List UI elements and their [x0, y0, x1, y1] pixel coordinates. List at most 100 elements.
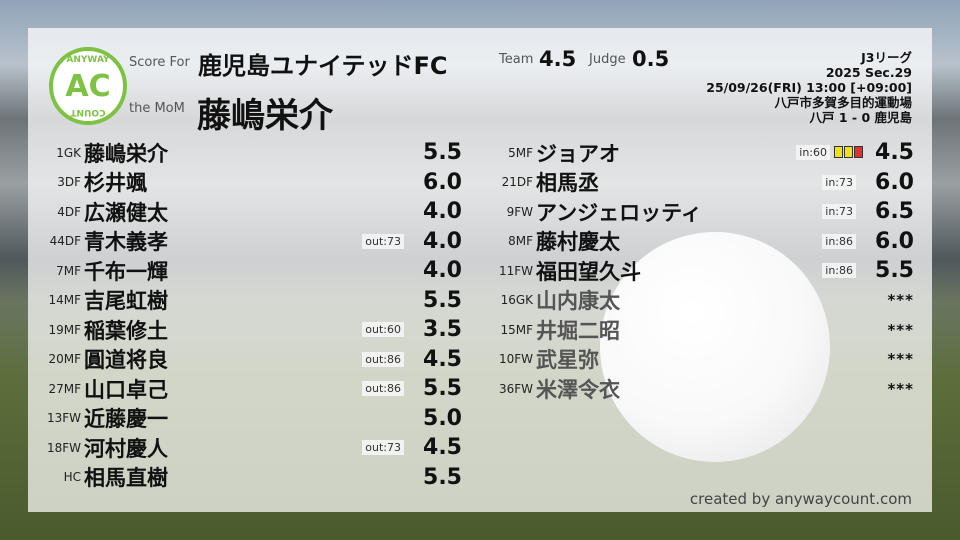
substitution-badge: in:86	[822, 263, 856, 278]
player-score: 6.5	[875, 199, 914, 224]
player-name: 広瀬健太	[84, 200, 168, 225]
player-score: 4.5	[423, 435, 462, 460]
player-number-position: 20MF	[48, 352, 81, 366]
player-score: ***	[887, 350, 914, 368]
player-number-position: 21DF	[501, 175, 533, 189]
player-name: ジョアオ	[536, 141, 620, 166]
player-score: 6.0	[875, 169, 914, 195]
substitution-badge: out:60	[362, 322, 404, 337]
player-number-position: 19MF	[48, 322, 81, 337]
player-score: 5.5	[423, 464, 462, 490]
player-number-position: 9FW	[506, 204, 533, 219]
logo-bottom-text: COUNT	[70, 107, 106, 117]
player-score: 4.0	[423, 228, 462, 254]
league: J3リーグ	[861, 50, 912, 65]
player-score: ***	[887, 379, 914, 398]
player-number-position: 36FW	[498, 381, 533, 396]
player-score: 4.0	[423, 199, 462, 224]
section: 2025 Sec.29	[825, 65, 912, 80]
player-score: ***	[887, 320, 914, 339]
substitution-badge: out:86	[362, 351, 404, 367]
player-score: 5.5	[423, 376, 462, 401]
player-name: 相馬直樹	[84, 466, 168, 490]
player-name: 藤嶋栄介	[84, 141, 168, 166]
player-row: HC 相馬直樹 5.5	[32, 463, 462, 492]
player-row: 21DF 相馬丞 in:73 6.0	[484, 168, 914, 197]
player-number-position: 10FW	[498, 352, 533, 366]
player-score: 4.5	[875, 140, 914, 165]
player-number-position: 11FW	[498, 263, 533, 278]
score-panel	[28, 28, 932, 512]
judge-score: 0.5	[632, 47, 670, 71]
player-number-position: 3DF	[57, 175, 81, 189]
mom-name: 藤嶋栄介	[197, 96, 333, 136]
yellow-card-icon	[844, 146, 853, 158]
player-score: 5.5	[423, 140, 462, 165]
substitution-badge: in:86	[822, 233, 856, 249]
player-name: 福田望久斗	[536, 259, 641, 284]
player-name: アンジェロッティ	[536, 200, 702, 225]
player-number-position: 7MF	[56, 263, 81, 278]
player-number-position: 8MF	[508, 234, 533, 248]
player-row: 5MF ジョアオ in:60 4.5	[484, 138, 914, 167]
player-row: 18FW 河村慶人 out:73 4.5	[32, 433, 462, 462]
player-name: 米澤令衣	[536, 377, 620, 402]
logo-top-text: ANYWAY	[66, 55, 110, 65]
player-score: 6.0	[875, 228, 914, 254]
player-row: 20MF 圓道将良 out:86 4.5	[32, 345, 462, 374]
player-number-position: 27MF	[48, 381, 81, 396]
player-row: 15MF 井堀二昭 ***	[484, 315, 914, 344]
player-name: 圓道将良	[84, 348, 168, 372]
substitution-badge: in:73	[822, 204, 856, 219]
match-result: 八戸 1 - 0 鹿児島	[809, 110, 913, 125]
player-score: 6.0	[423, 169, 462, 195]
player-row: 13FW 近藤慶一 5.0	[32, 404, 462, 433]
yellow-card-icon	[834, 146, 843, 158]
mom-label: the MoM	[129, 101, 185, 116]
red-card-icon	[854, 146, 863, 158]
player-number-position: 1GK	[56, 145, 81, 160]
player-name: 稲葉修土	[84, 318, 168, 343]
substitution-badge: out:86	[362, 381, 404, 396]
match-info: J3リーグ 2025 Sec.29 25/09/26(FRI) 13:00 [+…	[706, 50, 912, 125]
player-name: 藤村慶太	[536, 230, 620, 254]
player-name: 山口卓己	[84, 377, 168, 402]
player-row: 11FW 福田望久斗 in:86 5.5	[484, 256, 914, 285]
player-number-position: 4DF	[57, 204, 81, 219]
match-datetime: 25/09/26(FRI) 13:00 [+09:00]	[706, 80, 912, 95]
player-score: 5.5	[423, 287, 462, 313]
player-row: 10FW 武星弥 ***	[484, 345, 914, 374]
substitution-badge: out:73	[362, 233, 404, 249]
player-row: 9FW アンジェロッティ in:73 6.5	[484, 197, 914, 226]
player-name: 近藤慶一	[84, 407, 168, 431]
player-number-position: 14MF	[48, 293, 81, 307]
team-score: 4.5	[539, 47, 577, 71]
player-score: 4.5	[423, 346, 462, 372]
player-score: 4.0	[423, 258, 462, 283]
substitution-badge: out:73	[362, 440, 404, 455]
substitution-badge: in:60	[796, 145, 830, 160]
credit: created by anywaycount.com	[689, 490, 912, 508]
player-row: 3DF 杉井颯 6.0	[32, 168, 462, 197]
player-name: 井堀二昭	[536, 318, 620, 343]
player-number-position: 5MF	[508, 145, 533, 160]
player-name: 杉井颯	[84, 171, 147, 195]
player-number-position: 16GK	[500, 293, 533, 307]
player-number-position: 18FW	[46, 440, 81, 455]
substitution-badge: in:73	[822, 174, 856, 190]
player-name: 山内康太	[536, 289, 620, 313]
player-name: 河村慶人	[84, 436, 168, 461]
logo-center-text: AC	[65, 68, 111, 104]
player-name: 千布一輝	[84, 259, 168, 284]
player-row: 4DF 広瀬健太 4.0	[32, 197, 462, 226]
player-row: 19MF 稲葉修土 out:60 3.5	[32, 315, 462, 344]
cards	[834, 143, 864, 162]
player-row: 36FW 米澤令衣 ***	[484, 374, 914, 403]
venue: 八戸市多賀多目的運動場	[774, 95, 912, 110]
player-name: 吉尾虹樹	[84, 289, 168, 313]
player-score: 5.5	[875, 258, 914, 283]
player-name: 相馬丞	[536, 171, 599, 195]
player-row: 14MF 吉尾虹樹 5.5	[32, 286, 462, 315]
player-number-position: HC	[63, 470, 81, 484]
anywaycount-logo: ANYWAY AC COUNT	[49, 47, 127, 125]
